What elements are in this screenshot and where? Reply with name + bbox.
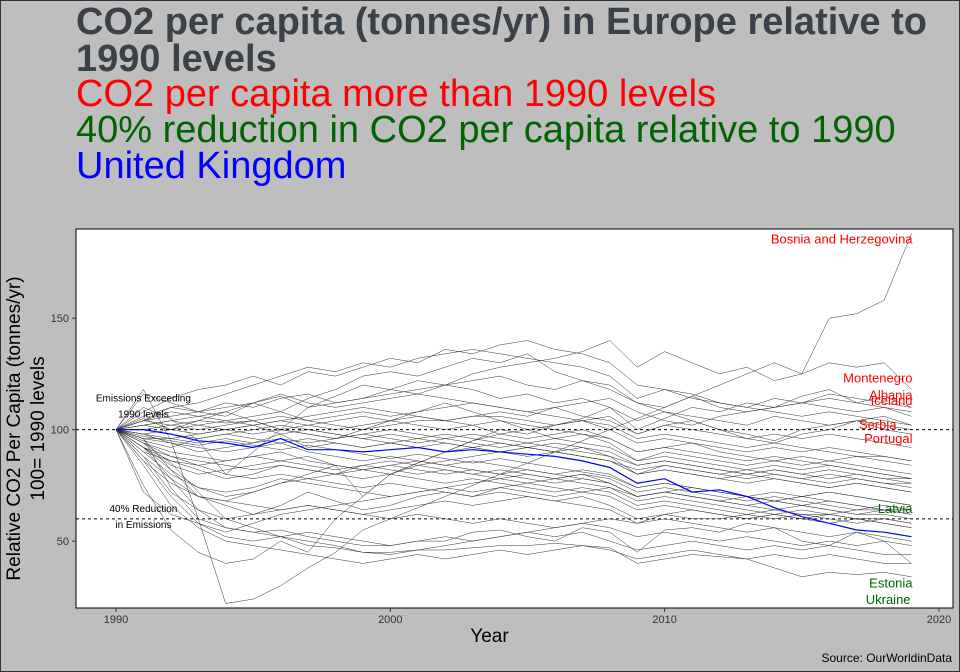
- series-line-montenegro: [115, 340, 912, 475]
- subtitle-united-kingdom: United Kingdom: [76, 145, 347, 187]
- series-labels: Bosnia and Herzegovina MontenegroAlbaniaI…: [771, 231, 913, 606]
- label-serbia: Serbia: [859, 417, 897, 432]
- series-line-bosnia-and-herzegovina: [115, 233, 912, 604]
- subtitle-above-1990: CO2 per capita more than 1990 levels: [76, 73, 717, 115]
- reference-lines: Emissions Exceeding 1990 levels 40% Reduct…: [76, 394, 953, 531]
- x-tick-label-2010: 2010: [652, 614, 676, 626]
- source-caption: Source: OurWorldinData: [821, 651, 953, 665]
- series-line-22: [115, 429, 912, 493]
- series-line-11: [115, 429, 912, 506]
- label-montenegro: Montenegro: [843, 371, 912, 386]
- label-estonia: Estonia: [869, 575, 913, 590]
- series-line-serbia: [115, 416, 912, 502]
- series-line-estonia: [115, 429, 912, 564]
- series-line-portugal: [115, 353, 912, 444]
- series-lines: [115, 233, 912, 604]
- series-line-31: [115, 429, 912, 533]
- series-line-iceland: [115, 398, 912, 430]
- series-line-19: [115, 429, 912, 564]
- y-tick-label-50: 50: [57, 536, 69, 548]
- series-line-32: [115, 402, 912, 475]
- series-line-8: [115, 424, 912, 479]
- x-axis-title: Year: [470, 626, 509, 647]
- label-bosnia-and-herzegovina: Bosnia and Herzegovina: [771, 231, 913, 246]
- reference-label-100-2: 1990 levels: [118, 410, 169, 421]
- series-line-3: [115, 349, 912, 430]
- label-iceland: Iceland: [871, 393, 913, 408]
- series-line-6: [116, 416, 912, 462]
- subtitle-40pct-reduction: 40% reduction in CO2 per capita relative…: [76, 109, 896, 151]
- series-line-21: [115, 429, 912, 524]
- series-line-28: [115, 429, 912, 511]
- axes: 50 100 150 1990 2000 2010 2020 Year Relative CO2…: [4, 276, 951, 647]
- reference-label-100-1: Emissions Exceeding: [96, 394, 191, 405]
- series-line-15: [115, 429, 912, 542]
- series-line-24: [115, 416, 912, 479]
- x-tick-label-2020: 2020: [927, 614, 951, 626]
- reference-label-60-1: 40% Reduction: [110, 504, 178, 515]
- series-line-2: [115, 340, 912, 430]
- y-axis-title-line-2: 100= 1990 levels: [28, 356, 49, 500]
- y-tick-label-150: 150: [51, 313, 69, 325]
- series-line-7: [115, 416, 912, 466]
- x-tick-label-2000: 2000: [378, 614, 402, 626]
- series-line-27: [115, 429, 912, 546]
- y-tick-label-100: 100: [51, 425, 69, 437]
- chart-title: CO2 per capita (tonnes/yr) in Europe rel…: [76, 1, 927, 80]
- label-ukraine: Ukraine: [866, 592, 911, 607]
- series-line-30: [115, 429, 912, 479]
- x-tick-label-1990: 1990: [104, 614, 128, 626]
- series-line-25: [115, 393, 912, 462]
- highlight-line: [116, 429, 912, 538]
- label-latvia: Latvia: [878, 501, 913, 516]
- reference-label-60-2: in Emissions: [115, 520, 171, 531]
- series-line-ukraine: [115, 429, 912, 578]
- series-line-united-kingdom: [116, 429, 912, 538]
- series-line-4: [115, 384, 912, 430]
- label-portugal: Portugal: [864, 431, 913, 446]
- label-albania: Albania: [869, 387, 913, 402]
- y-axis-title-line-1: Relative CO2 Per Capita (tonnes/yr): [4, 276, 25, 580]
- series-line-20: [115, 429, 912, 528]
